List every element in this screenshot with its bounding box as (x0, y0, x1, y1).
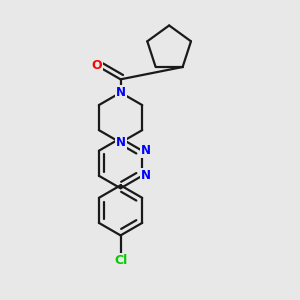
Text: N: N (141, 169, 151, 182)
Text: N: N (116, 86, 126, 99)
Text: Cl: Cl (114, 254, 127, 267)
Text: N: N (141, 144, 151, 157)
Text: O: O (91, 59, 102, 72)
Text: N: N (116, 136, 126, 149)
